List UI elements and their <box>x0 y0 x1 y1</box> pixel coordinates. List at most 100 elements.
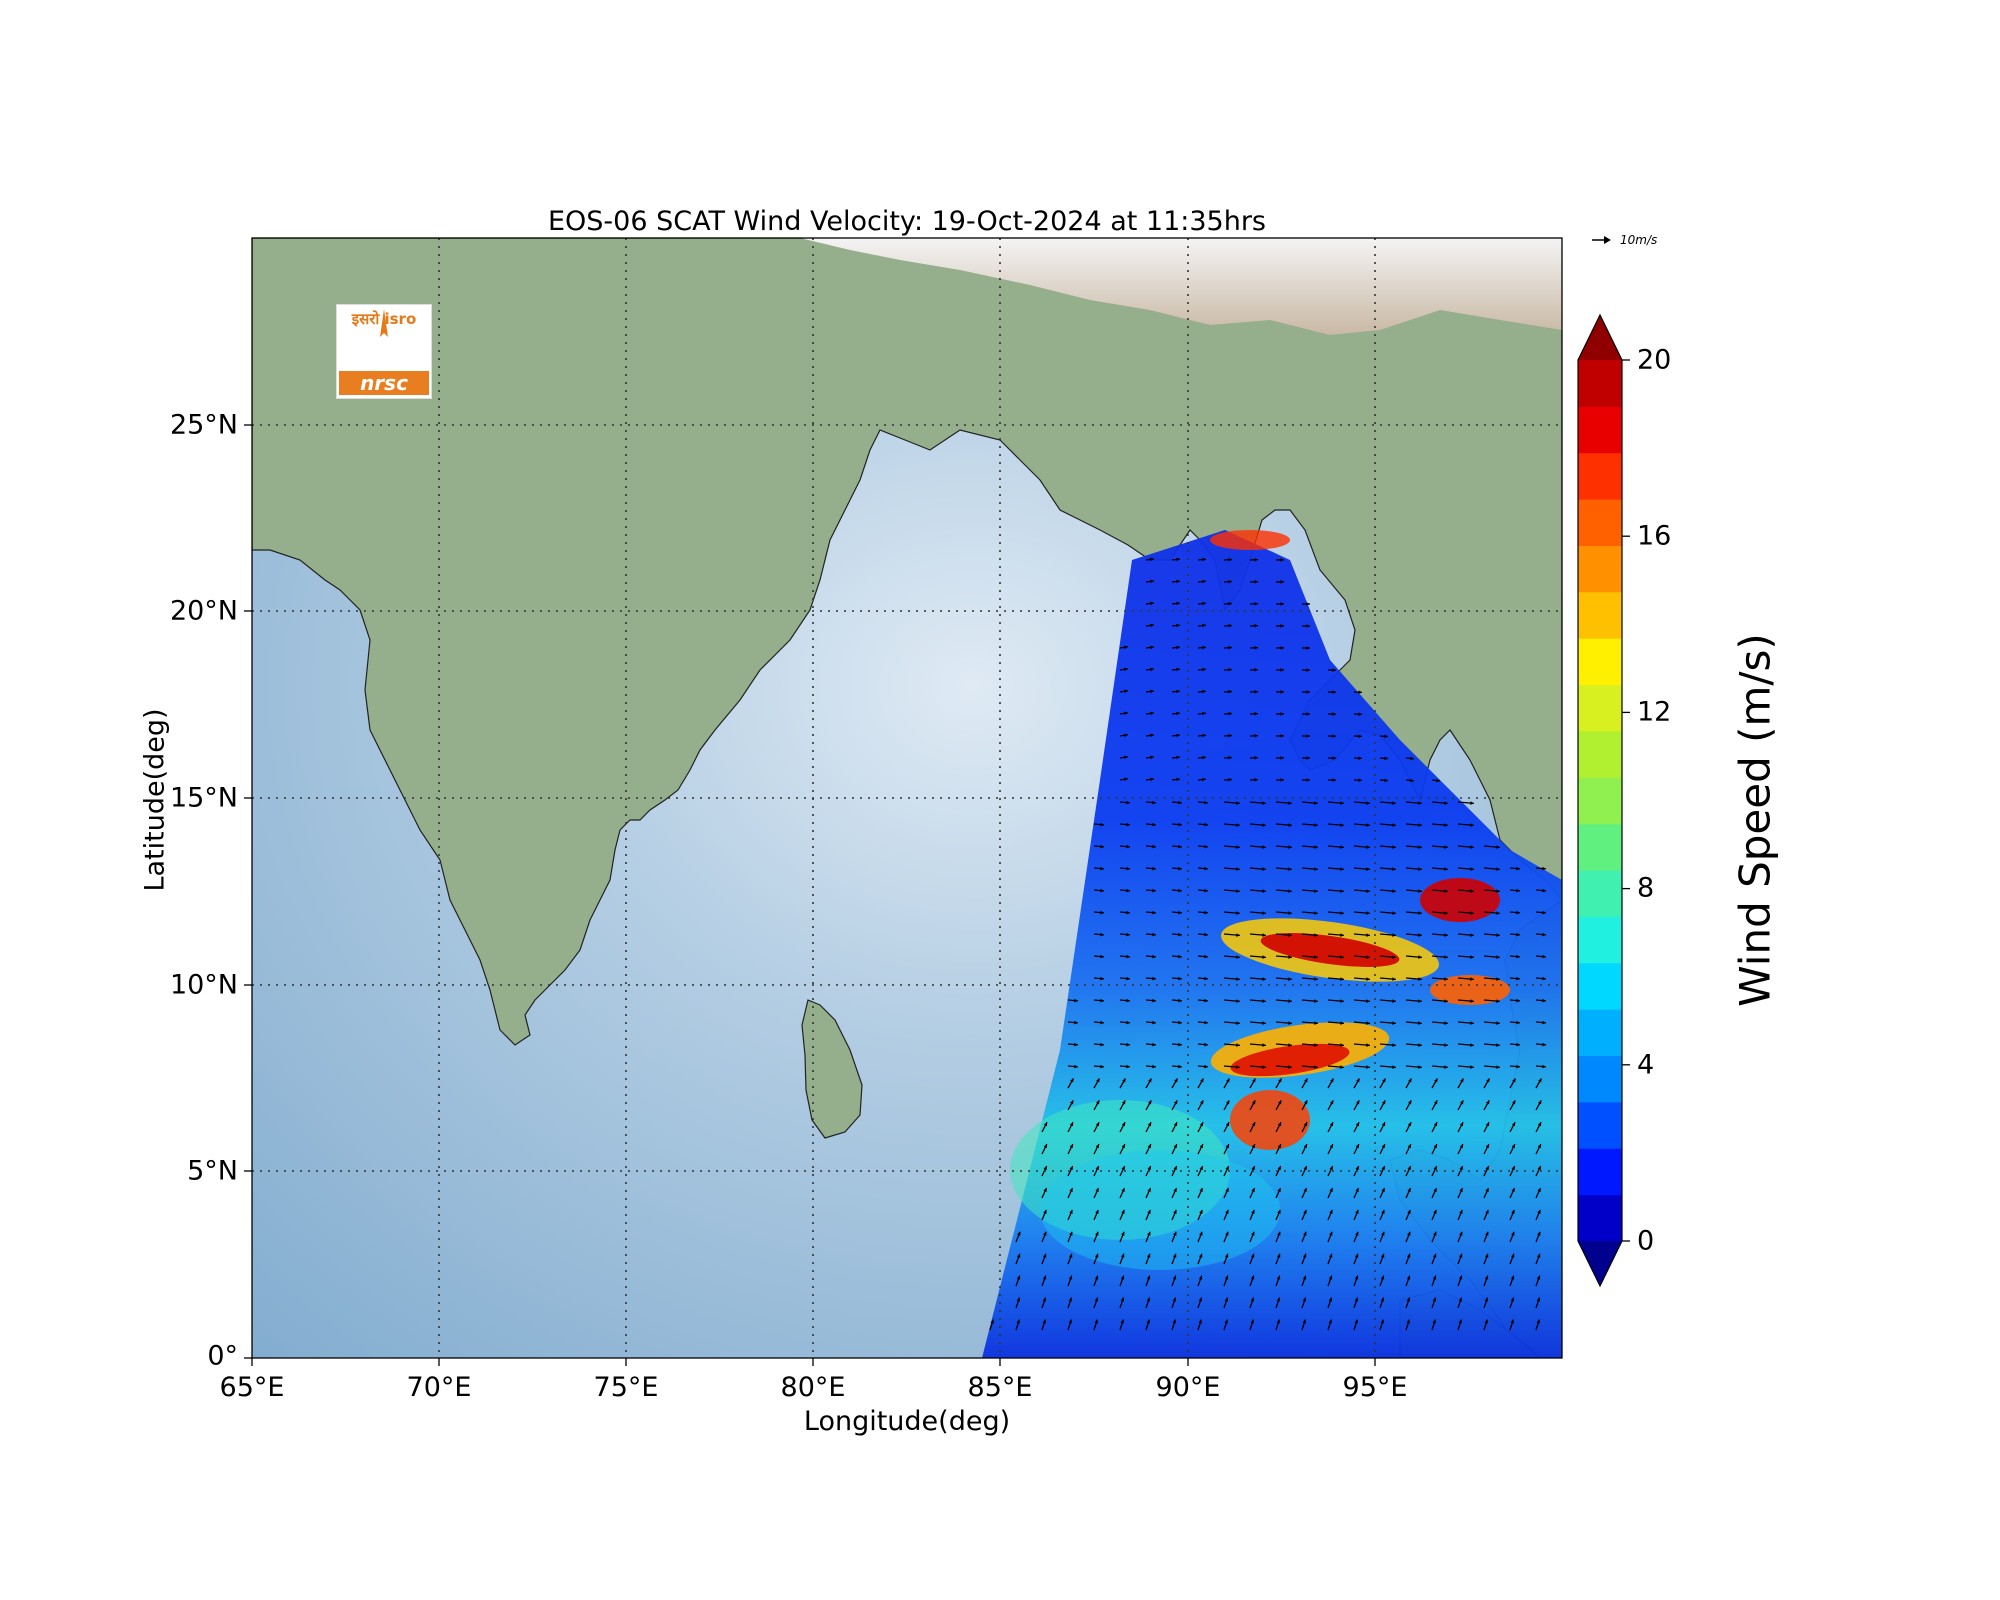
wind-vector-head <box>1150 579 1154 584</box>
himalaya <box>800 238 1562 335</box>
wind-vector-head <box>1458 1275 1463 1280</box>
wind-vector-head <box>1354 1297 1359 1302</box>
wind-vector-head <box>1178 1042 1182 1047</box>
wind-vector-head <box>1228 667 1232 672</box>
wind-vector-head <box>1380 1319 1384 1324</box>
wind-vector-head <box>1146 1275 1151 1280</box>
wind-vector-head <box>1236 823 1240 827</box>
wind-vector-head <box>1100 844 1104 849</box>
wind-vector-head <box>1280 712 1284 716</box>
wind-vector-head <box>1202 711 1206 716</box>
wind-vector-head <box>1470 933 1474 937</box>
colorbar-tick-label: 0 <box>1637 1225 1655 1257</box>
wind-vector-head <box>1470 823 1474 827</box>
wind-vector-head <box>1178 1064 1182 1069</box>
wind-vector-head <box>1444 823 1448 827</box>
wind-vector-head <box>1332 668 1336 672</box>
wind-vector-head <box>1121 1144 1125 1149</box>
wind-vector-head <box>1355 1231 1359 1236</box>
wind-vector-head <box>1199 1166 1203 1171</box>
wind-vector-head <box>1366 977 1370 981</box>
wind-vector-head <box>1434 1078 1438 1083</box>
wind-vector-head <box>1444 911 1448 915</box>
wind-vector-head <box>1147 1144 1151 1149</box>
wind-vector-head <box>1042 1319 1046 1324</box>
wind-vector-head <box>1516 888 1520 893</box>
wind-vector-head <box>1358 712 1362 717</box>
wind-vector-head <box>1459 1100 1464 1105</box>
colorbar-segment <box>1578 452 1622 500</box>
wind-vector-head <box>1433 1166 1437 1171</box>
wind-vector-head <box>1251 1166 1255 1171</box>
wind-vector-head <box>1366 801 1370 805</box>
wind-vector-head <box>1460 1078 1464 1083</box>
wind-vector-head <box>1225 1187 1229 1192</box>
colorbar-segment <box>1578 684 1622 732</box>
wind-vector-head <box>1150 601 1154 606</box>
wind-vector-head <box>1366 889 1370 893</box>
wind-vector-head <box>1303 1187 1307 1192</box>
wind-vector-head <box>1236 977 1240 981</box>
wind-vector-head <box>1459 1231 1463 1236</box>
wind-vector-head <box>1392 801 1396 805</box>
wind-vector-head <box>1224 1275 1229 1280</box>
colorbar-segment <box>1578 591 1622 639</box>
wind-vector-head <box>1124 667 1128 672</box>
wind-vector-head <box>1236 933 1240 937</box>
wind-vector-head <box>1251 1209 1255 1214</box>
wind-vector-head <box>1100 954 1104 959</box>
wind-vector-head <box>1236 955 1240 959</box>
wind-vector-head <box>1485 1144 1489 1149</box>
wind-vector-head <box>1126 932 1130 937</box>
wind-vector-head <box>1306 668 1310 672</box>
wind-vector-head <box>1433 1209 1437 1214</box>
wind-vector-head <box>1329 1144 1333 1149</box>
wind-vector-head <box>1178 910 1182 915</box>
wind-vector-head <box>1100 1064 1104 1069</box>
wind-vector-head <box>1068 1297 1073 1302</box>
wind-vector-head <box>1126 910 1130 915</box>
wind-vector-head <box>1100 998 1104 1003</box>
wind-vector-head <box>1173 1209 1177 1214</box>
wind-vector-head <box>1100 910 1104 915</box>
wind-vector-head <box>1288 933 1292 937</box>
wind-vector-head <box>1303 1209 1307 1214</box>
wind-vector-head <box>1486 1078 1490 1083</box>
wind-vector-head <box>1355 1209 1359 1214</box>
wind-vector-head <box>1250 1253 1255 1258</box>
wind-vector-head <box>1100 888 1104 893</box>
wind-vector-head <box>1277 1209 1281 1214</box>
wind-vector-head <box>1511 1231 1515 1236</box>
wind-vector-head <box>1410 778 1414 783</box>
wind-vector-head <box>1392 955 1396 959</box>
wind-vector-head <box>1330 1078 1334 1083</box>
wind-vector-head <box>1202 733 1206 738</box>
wind-vector-head <box>1262 801 1266 805</box>
wind-vector-head <box>1069 1166 1073 1171</box>
wind-vector-head <box>1288 999 1292 1003</box>
colorbar <box>1577 313 1630 1288</box>
wind-vector-head <box>1173 1122 1178 1127</box>
wind-vector-head <box>1100 866 1104 871</box>
wind-vector-head <box>1536 1253 1541 1258</box>
wind-vector-head <box>1496 933 1500 937</box>
wind-vector-head <box>1277 1100 1282 1105</box>
wind-vector-head <box>1100 1020 1104 1025</box>
map-title: EOS-06 SCAT Wind Velocity: 19-Oct-2024 a… <box>547 206 1267 237</box>
wind-vector-head <box>1262 1065 1266 1069</box>
wind-vector-head <box>1470 845 1474 849</box>
wind-vector-head <box>1406 1297 1411 1302</box>
wind-vector-head <box>1042 1275 1047 1280</box>
wind-vector-head <box>1250 1275 1255 1280</box>
wind-vector-head <box>1126 954 1130 959</box>
wind-vector-head <box>1146 1297 1151 1302</box>
wind-vector-head <box>1418 1065 1422 1069</box>
wind-vector-head <box>1068 1319 1072 1324</box>
wind-vector-head <box>1511 1166 1515 1171</box>
wind-vector-head <box>1459 1187 1463 1192</box>
wind-vector-head <box>1354 1275 1359 1280</box>
wind-vector-head <box>1236 889 1240 893</box>
y-tick-label: 5°N <box>187 1155 238 1187</box>
wind-vector-head <box>1496 1065 1500 1069</box>
wind-vector-head <box>1204 866 1208 871</box>
